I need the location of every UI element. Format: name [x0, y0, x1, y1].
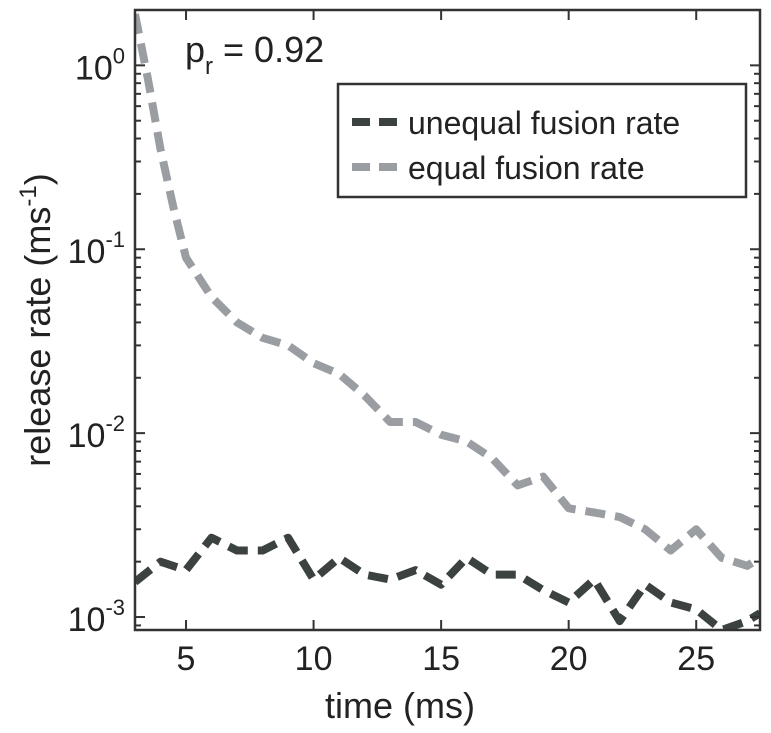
pr-annotation-value: = 0.92 — [213, 29, 324, 70]
y-axis-title: release rate (ms-1) — [15, 173, 58, 466]
y-tick-label: 10-2 — [68, 411, 125, 455]
series-line-0 — [135, 533, 760, 630]
y-ticks: 100 10-1 10-2 10-3 — [68, 9, 760, 639]
pr-annotation-p: p — [185, 29, 205, 70]
x-tick-label: 15 — [422, 640, 460, 678]
y-axis-title-sup: -1 — [15, 185, 42, 206]
pr-annotation: pr = 0.92 — [185, 29, 324, 80]
x-axis-title: time (ms) — [325, 685, 475, 726]
y-axis-title-close: ) — [17, 173, 58, 185]
y-axis-title-main: release rate (ms — [17, 207, 58, 467]
x-tick-label: 5 — [177, 640, 196, 678]
x-ticks: 5 10 15 20 25 — [177, 10, 715, 678]
series-line-1 — [135, 13, 760, 570]
legend-label-unequal: unequal fusion rate — [408, 105, 680, 141]
legend-box — [336, 82, 748, 199]
y-tick-label: 100 — [75, 43, 125, 87]
x-tick-label: 10 — [295, 640, 333, 678]
legend-label-equal: equal fusion rate — [408, 150, 645, 186]
series-layer — [135, 13, 760, 630]
y-tick-label: 10-1 — [68, 227, 125, 271]
x-tick-label: 25 — [677, 640, 715, 678]
y-tick-label: 10-3 — [68, 595, 125, 639]
x-tick-label: 20 — [550, 640, 588, 678]
pr-annotation-sub: r — [205, 53, 213, 80]
legend: unequal fusion rate equal fusion rate — [336, 82, 748, 199]
plot-frame — [133, 8, 762, 632]
